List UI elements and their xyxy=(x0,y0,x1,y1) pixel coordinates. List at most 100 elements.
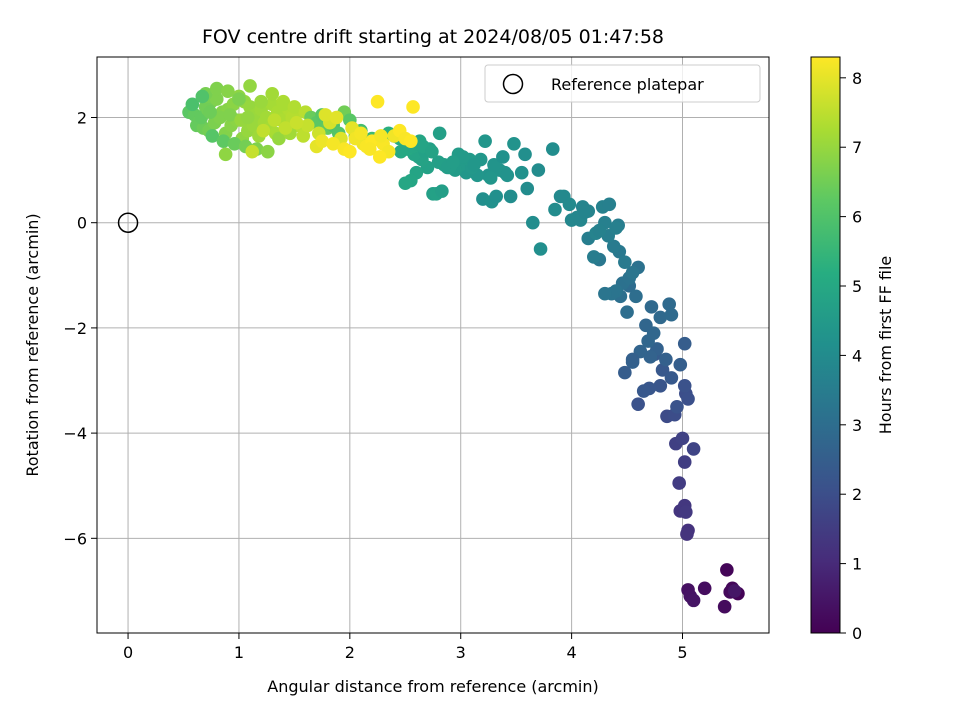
colorbar-ticks: 0 1 2 3 4 5 6 7 8 xyxy=(840,69,862,643)
data-point xyxy=(677,378,692,393)
data-point xyxy=(618,255,632,269)
data-point xyxy=(662,297,676,312)
data-point xyxy=(586,250,601,264)
colorbar: 0 1 2 3 4 5 6 7 8 Hours from first FF file xyxy=(810,56,895,643)
data-point xyxy=(675,431,690,446)
data-point xyxy=(370,94,385,109)
data-point xyxy=(518,147,532,162)
data-point xyxy=(717,599,732,614)
data-point xyxy=(329,110,344,125)
legend-box xyxy=(484,64,761,103)
data-point xyxy=(432,126,447,141)
data-point xyxy=(677,455,692,469)
data-point xyxy=(679,505,693,519)
y-tick-label: 2 xyxy=(77,108,87,127)
data-point xyxy=(592,223,607,238)
data-point xyxy=(289,115,304,130)
y-tick-label: −2 xyxy=(63,319,87,338)
data-point xyxy=(278,121,293,135)
data-point xyxy=(205,129,220,143)
data-point xyxy=(553,189,568,204)
colorbar-gradient xyxy=(811,57,840,633)
colorbar-tick-label: 4 xyxy=(852,346,862,365)
data-points xyxy=(182,79,745,614)
data-point xyxy=(526,215,540,230)
colorbar-tick-label: 8 xyxy=(852,69,862,88)
data-point xyxy=(300,118,315,133)
chart-title: FOV centre drift starting at 2024/08/05 … xyxy=(202,26,664,48)
data-point xyxy=(232,92,246,106)
data-point xyxy=(503,189,518,204)
x-tick-label: 2 xyxy=(345,643,355,662)
x-tick-label: 3 xyxy=(456,643,466,662)
data-point xyxy=(287,100,302,114)
data-point xyxy=(680,527,694,541)
data-point xyxy=(374,129,388,143)
data-point xyxy=(677,336,692,351)
data-point xyxy=(326,136,340,151)
x-tick-label: 1 xyxy=(234,643,244,662)
data-point xyxy=(533,242,548,256)
data-point xyxy=(425,144,439,159)
y-tick-label: 0 xyxy=(77,214,87,233)
data-point xyxy=(639,318,653,333)
colorbar-tick-label: 5 xyxy=(852,277,862,296)
data-point xyxy=(507,136,521,151)
x-axis-ticks: 0 1 2 3 4 5 xyxy=(123,633,688,662)
data-point xyxy=(487,158,501,172)
data-point xyxy=(272,131,286,146)
y-tick-label: −6 xyxy=(63,529,87,548)
data-point xyxy=(216,134,231,148)
data-point xyxy=(644,300,659,314)
data-point xyxy=(456,150,470,164)
data-point xyxy=(404,134,418,148)
data-point xyxy=(296,129,311,143)
data-point xyxy=(195,89,210,104)
data-point xyxy=(223,108,237,122)
data-point xyxy=(362,142,377,156)
data-point xyxy=(629,289,643,304)
data-point xyxy=(243,79,257,93)
reference-platepar-marker xyxy=(117,212,139,233)
data-point xyxy=(643,350,658,364)
data-point xyxy=(343,144,357,159)
reference-marker-layer xyxy=(117,212,139,233)
data-point xyxy=(315,134,329,148)
data-point xyxy=(697,581,712,596)
data-point xyxy=(467,158,481,172)
data-point xyxy=(514,165,529,180)
colorbar-frame xyxy=(810,56,841,634)
data-point xyxy=(446,155,460,170)
data-point xyxy=(265,87,280,101)
x-axis-label: Angular distance from reference (arcmin) xyxy=(267,677,598,696)
data-point xyxy=(609,221,623,235)
data-point xyxy=(256,123,271,138)
data-point xyxy=(221,84,235,98)
data-point xyxy=(227,136,242,151)
data-point xyxy=(664,307,679,322)
legend: Reference platepar xyxy=(484,64,761,103)
x-tick-label: 0 xyxy=(123,643,133,662)
data-point xyxy=(625,352,640,367)
data-point xyxy=(686,593,701,608)
data-point xyxy=(520,181,535,196)
data-point xyxy=(531,163,546,177)
data-point xyxy=(655,363,670,377)
data-point xyxy=(185,97,200,112)
data-point xyxy=(618,365,632,380)
data-point xyxy=(267,113,282,127)
data-point xyxy=(245,144,260,159)
data-point xyxy=(672,476,686,490)
data-point xyxy=(398,176,413,191)
colorbar-label: Hours from first FF file xyxy=(876,256,895,435)
data-point xyxy=(435,184,449,198)
data-point xyxy=(203,105,217,120)
colorbar-tick-label: 7 xyxy=(852,138,862,157)
data-point xyxy=(686,442,701,456)
data-point xyxy=(620,305,634,319)
colorbar-tick-label: 2 xyxy=(852,485,862,504)
data-point xyxy=(354,126,368,141)
data-point xyxy=(372,150,387,164)
data-point xyxy=(254,94,268,109)
data-point xyxy=(489,189,504,204)
